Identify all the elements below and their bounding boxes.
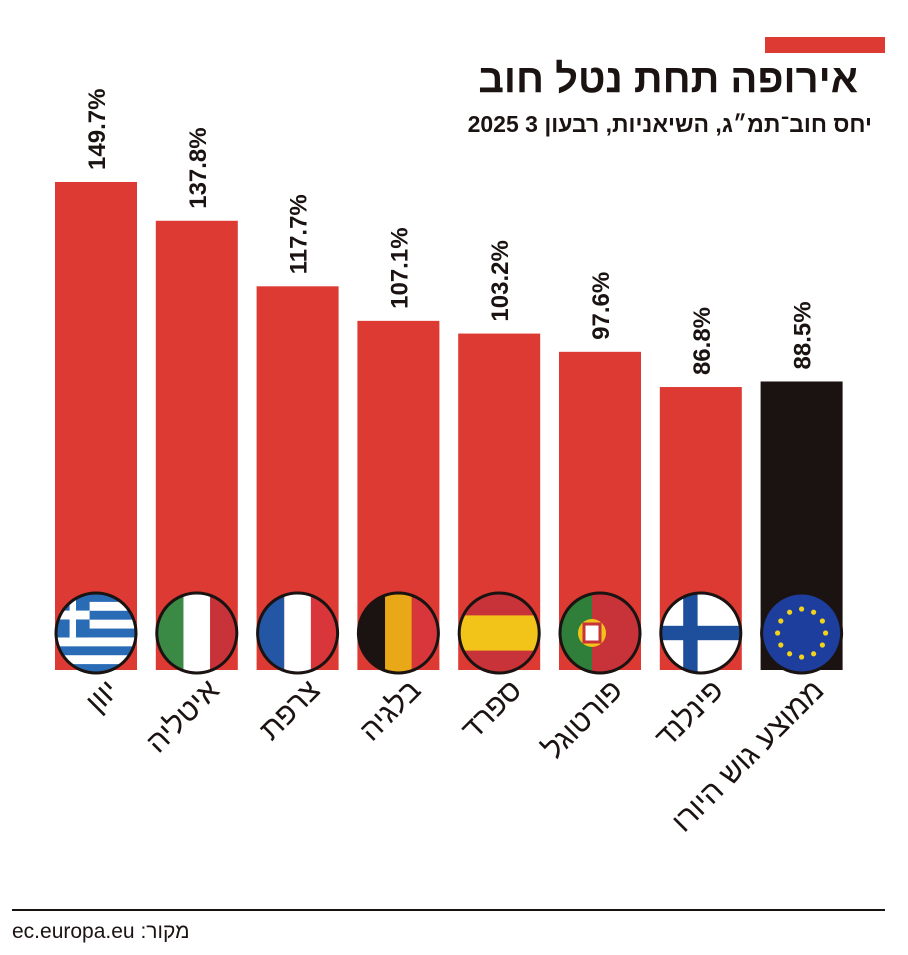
flag-border (760, 591, 844, 675)
value-label: 117.7% (286, 194, 313, 274)
value-label: 86.8% (689, 307, 716, 375)
source: מקור: ec.europa.eu (12, 920, 190, 943)
flag-part (761, 593, 842, 673)
flag-star (823, 630, 829, 636)
category-label: בלגיה (353, 674, 427, 748)
flag-star (787, 651, 793, 657)
flag-part (582, 622, 602, 644)
category-label: פורטוגל (537, 674, 629, 766)
flag-star (778, 642, 784, 648)
flag-border (54, 591, 138, 675)
flag-part (56, 628, 136, 638)
chart-title: אירופה תחת נטל חוב (478, 57, 858, 101)
value-label: 97.6% (588, 272, 615, 340)
flag (56, 593, 136, 673)
flag-part (56, 610, 90, 620)
flag-star (811, 651, 817, 657)
flag-star (775, 630, 781, 636)
title-accent (765, 37, 885, 53)
chart-subtitle: יחס חוב־תמ״ג, השיאניות, רבעון 3 2025 (468, 111, 872, 137)
flag-part (284, 593, 311, 673)
flag-star (799, 606, 805, 612)
flag-star (811, 609, 817, 615)
category-label: איטליה (140, 674, 226, 760)
flag (761, 593, 842, 673)
value-label: 103.2% (487, 240, 514, 321)
flag-border (558, 591, 642, 675)
value-label: 88.5% (790, 301, 817, 369)
value-label: 107.1% (386, 227, 413, 308)
category-label: יוון (80, 674, 125, 719)
flag-star (799, 654, 805, 660)
flag-part (385, 593, 412, 673)
category-label: פינלנד (649, 674, 730, 755)
flag-star (778, 618, 784, 624)
flag-border (356, 591, 440, 675)
category-label: צרפת (253, 674, 326, 747)
flag-border (256, 591, 340, 675)
flag-part (56, 646, 136, 656)
flag-border (659, 591, 743, 675)
flag-part (56, 593, 136, 602)
flag-star (819, 642, 825, 648)
flag-part (56, 664, 136, 673)
flag-star (787, 609, 793, 615)
value-label: 149.7% (84, 89, 111, 170)
flag-border (457, 591, 541, 675)
value-label: 137.8% (185, 127, 212, 208)
flag (459, 593, 540, 673)
flag-part (660, 625, 741, 641)
flag-star (819, 618, 825, 624)
flag-border (155, 591, 239, 675)
flag-part (56, 610, 136, 620)
bar (55, 181, 137, 670)
flag-part (459, 615, 540, 651)
flag-part (183, 593, 211, 673)
category-label: ספרד (455, 674, 528, 747)
flag (660, 593, 741, 673)
